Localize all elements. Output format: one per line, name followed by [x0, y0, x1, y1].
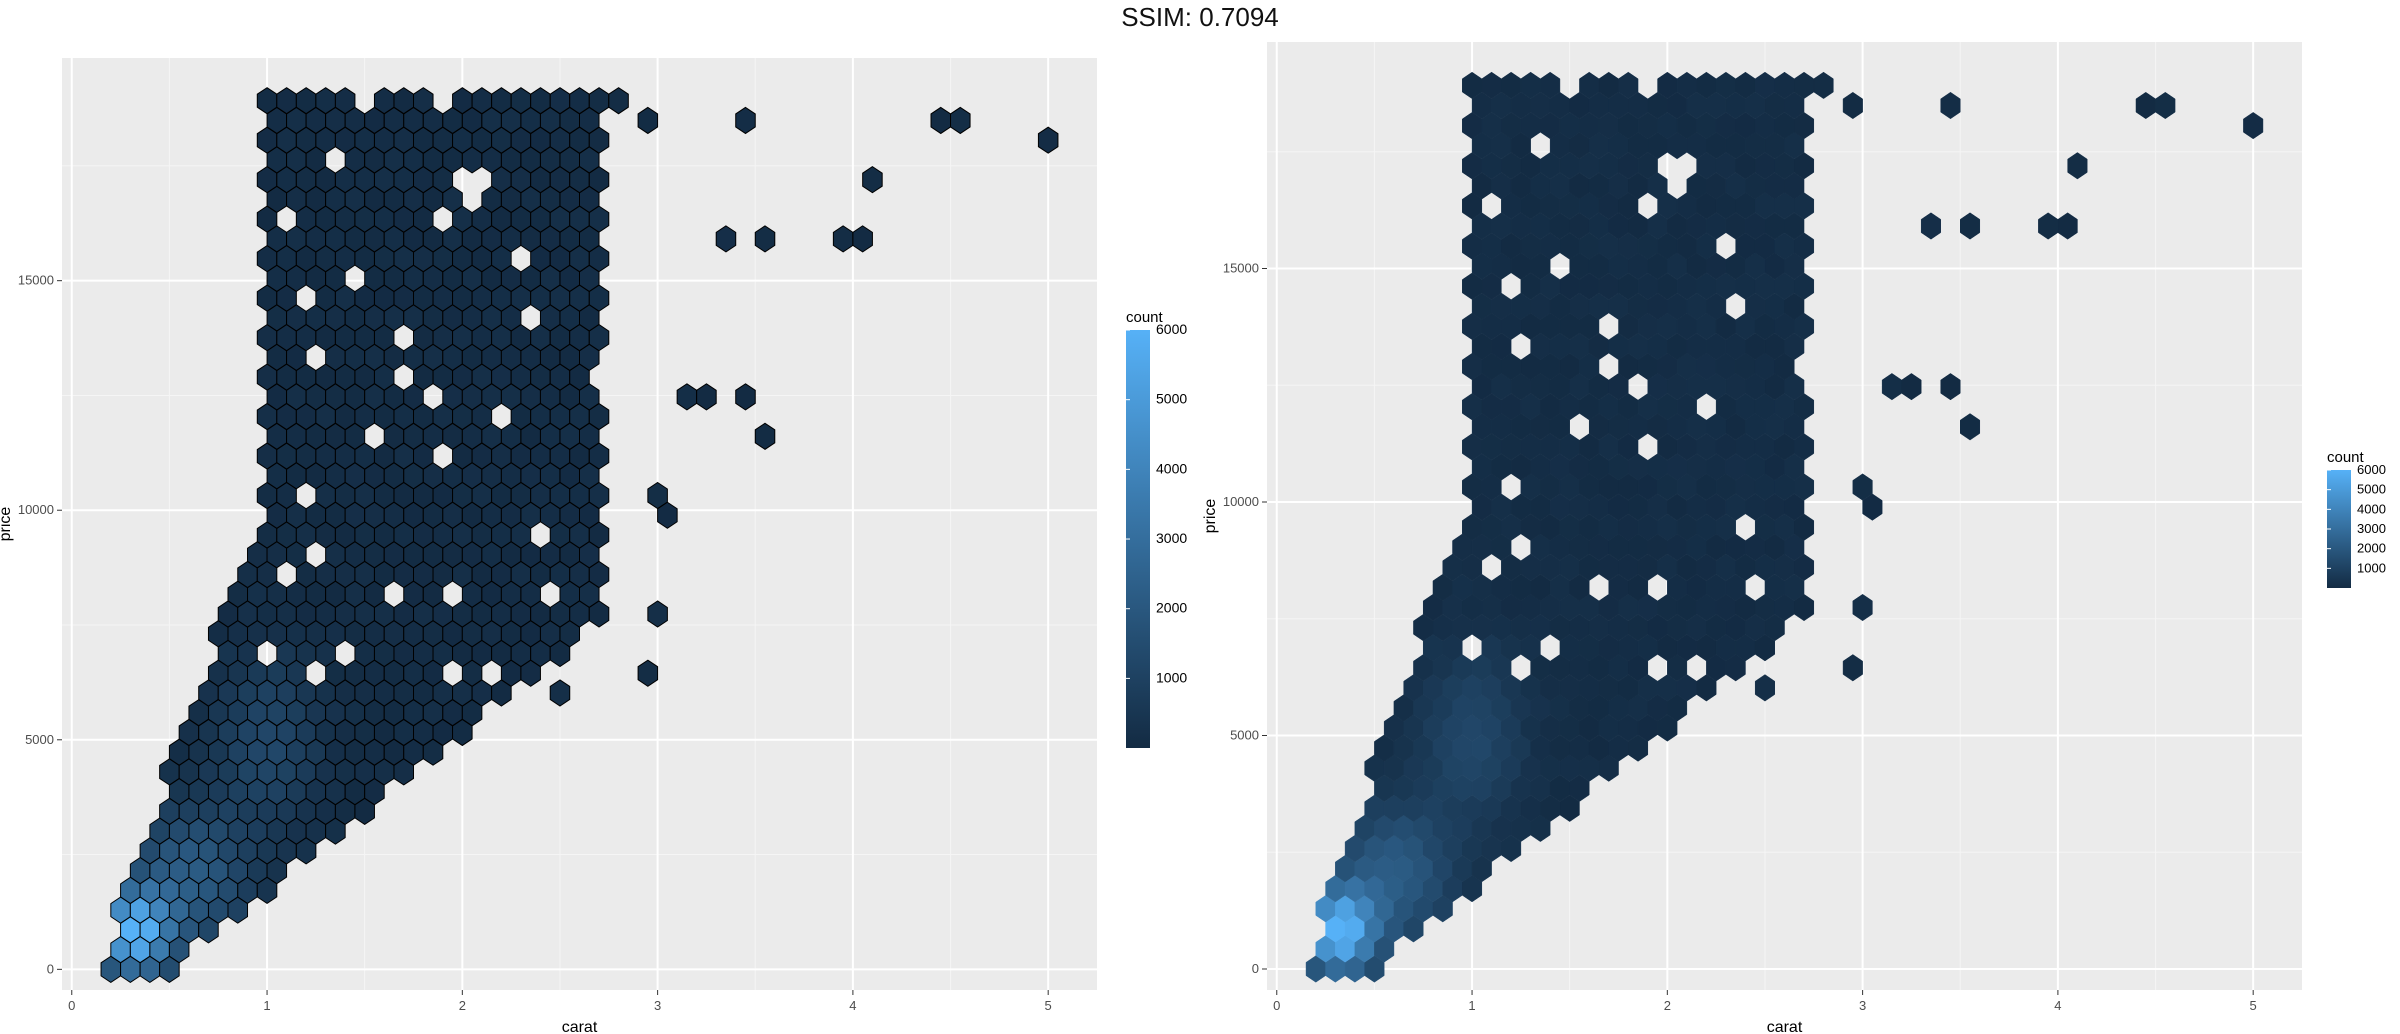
x-tick-label: 0 [68, 998, 75, 1013]
hex-layer [100, 87, 1059, 983]
y-tick-label: 0 [47, 961, 54, 976]
hex-bin [549, 679, 571, 707]
hex-bin [1960, 212, 1981, 240]
legend-tick-label: 5000 [1156, 391, 1187, 407]
hex-bin [950, 106, 971, 135]
y-tick-label: 0 [1252, 961, 1259, 976]
hex-bin [2155, 91, 2176, 120]
hex-bin [1901, 373, 1922, 401]
hex-bin [1540, 71, 1561, 99]
x-tick-label: 1 [263, 998, 270, 1013]
hex-bin [1842, 654, 1863, 682]
y-axis-label: price [1202, 499, 1219, 534]
hex-bin [735, 383, 756, 411]
legend-tick-label: 5000 [2357, 482, 2386, 497]
hex-bin [637, 659, 659, 687]
legend-tick-label: 2000 [1156, 600, 1187, 616]
hex-bin [413, 87, 434, 115]
hex-bin [754, 225, 776, 253]
legend-tick-label: 6000 [1156, 321, 1187, 337]
hex-bin [1813, 71, 1834, 99]
hex-bin [1037, 126, 1059, 154]
hex-bin [1754, 674, 1775, 702]
x-tick-label: 3 [654, 998, 661, 1013]
hex-bin [1960, 413, 1981, 441]
y-tick-label: 5000 [1230, 727, 1259, 742]
legend-title: count [2327, 449, 2365, 466]
x-tick-label: 3 [1859, 998, 1866, 1013]
legend-tick-label: 4000 [2357, 501, 2386, 516]
x-tick-label: 2 [459, 998, 466, 1013]
legend-tick-label: 6000 [2357, 462, 2386, 477]
hex-bin [1618, 71, 1639, 99]
x-tick-label: 5 [1045, 998, 1052, 1013]
hex-bin [1940, 373, 1961, 401]
hex-bin [647, 600, 668, 628]
y-axis-label: price [0, 507, 14, 542]
hex-bin [754, 422, 776, 450]
hex-bin [852, 225, 873, 253]
x-tick-label: 2 [1664, 998, 1671, 1013]
legend-tick-label: 4000 [1156, 460, 1187, 476]
x-axis-label: carat [562, 1019, 598, 1034]
legend-tick-label: 3000 [2357, 521, 2386, 536]
hex-bin [862, 166, 883, 194]
x-axis-label: carat [1767, 1019, 1803, 1034]
hex-bin [2057, 212, 2078, 240]
hexbin-chart-right: 0 1 2 3 4 5 0 5000 10000 15000 carat price count 1000… [1202, 42, 2386, 1034]
hex-bin [1852, 473, 1873, 501]
hex-bin [715, 225, 737, 253]
y-tick-label: 15000 [1223, 260, 1259, 275]
hex-bin [647, 481, 668, 510]
hex-bin [1852, 593, 1873, 622]
hex-bin [334, 87, 356, 115]
legend-tick-label: 2000 [2357, 541, 2386, 556]
x-tick-label: 0 [1273, 998, 1280, 1013]
hexbin-chart-left: 0 1 2 3 4 5 0 5000 10000 15000 carat price count 1000… [0, 58, 1187, 1034]
hex-bin [608, 87, 629, 115]
hex-bin [637, 106, 659, 135]
legend-tick-label: 1000 [1156, 669, 1187, 685]
hex-bin [696, 383, 717, 411]
legend-title: count [1126, 309, 1164, 326]
x-tick-label: 4 [2054, 998, 2061, 1013]
hex-bin [735, 106, 756, 135]
y-tick-label: 10000 [18, 502, 54, 517]
x-tick-label: 5 [2250, 998, 2257, 1013]
y-tick-label: 15000 [18, 273, 54, 288]
hex-bin [2243, 112, 2264, 140]
hex-layer [1305, 71, 2264, 983]
page-title: SSIM: 0.7094 [1121, 2, 1279, 32]
hex-bin [1842, 91, 1863, 120]
x-tick-label: 1 [1468, 998, 1475, 1013]
y-tick-label: 10000 [1223, 494, 1259, 509]
y-tick-label: 5000 [25, 732, 54, 747]
legend-tick-label: 3000 [1156, 530, 1187, 546]
hex-bin [2067, 152, 2088, 180]
legend-tick-label: 1000 [2357, 560, 2386, 575]
hex-bin [1920, 212, 1941, 240]
hex-bin [1940, 91, 1961, 120]
x-tick-label: 4 [849, 998, 856, 1013]
